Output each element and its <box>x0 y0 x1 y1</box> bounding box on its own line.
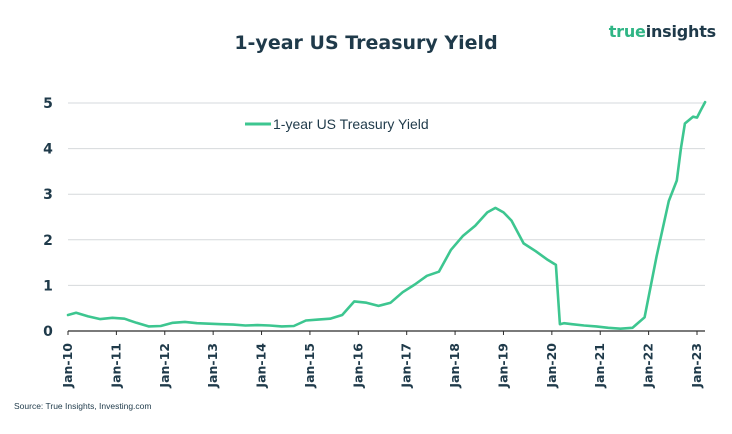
brand-logo-part2: insights <box>645 22 717 41</box>
x-tick-label: Jan-22 <box>641 343 656 389</box>
brand-logo: trueinsights <box>609 22 716 41</box>
source-note: Source: True Insights, Investing.com <box>14 401 152 411</box>
x-tick-label: Jan-18 <box>447 343 462 389</box>
y-tick-label: 3 <box>43 187 53 203</box>
x-tick-label: Jan-17 <box>399 343 414 389</box>
brand-logo-part1: true <box>608 22 646 41</box>
chart-title: 1-year US Treasury Yield <box>234 32 498 54</box>
y-tick-label: 2 <box>43 233 53 249</box>
y-tick-label: 0 <box>43 324 53 340</box>
x-tick-label: Jan-20 <box>544 343 559 389</box>
x-tick-label: Jan-23 <box>689 343 704 389</box>
y-tick-label: 5 <box>43 96 53 112</box>
gridlines <box>68 102 705 286</box>
y-tick-label: 4 <box>43 142 53 158</box>
x-tick-label: Jan-14 <box>254 343 269 389</box>
x-tick-label: Jan-15 <box>302 343 317 389</box>
series-layer <box>66 100 707 331</box>
x-tick-label: Jan-11 <box>108 343 123 389</box>
axes: 0 1 2 3 4 5 Jan-10 Jan-11 Jan-12 Jan-13 Jan-14 Jan-… <box>43 96 705 389</box>
legend: 1-year US Treasury Yield <box>245 116 429 132</box>
y-tick-label: 1 <box>43 278 53 294</box>
x-tick-label: Jan-12 <box>157 343 172 389</box>
x-tick-label: Jan-19 <box>495 343 510 389</box>
x-tick-label: Jan-10 <box>60 343 75 389</box>
legend-label: 1-year US Treasury Yield <box>273 116 429 132</box>
x-tick-label: Jan-16 <box>350 343 365 389</box>
series-line-0 <box>66 100 707 331</box>
x-tick-label: Jan-21 <box>592 343 607 389</box>
x-tick-label: Jan-13 <box>205 343 220 389</box>
